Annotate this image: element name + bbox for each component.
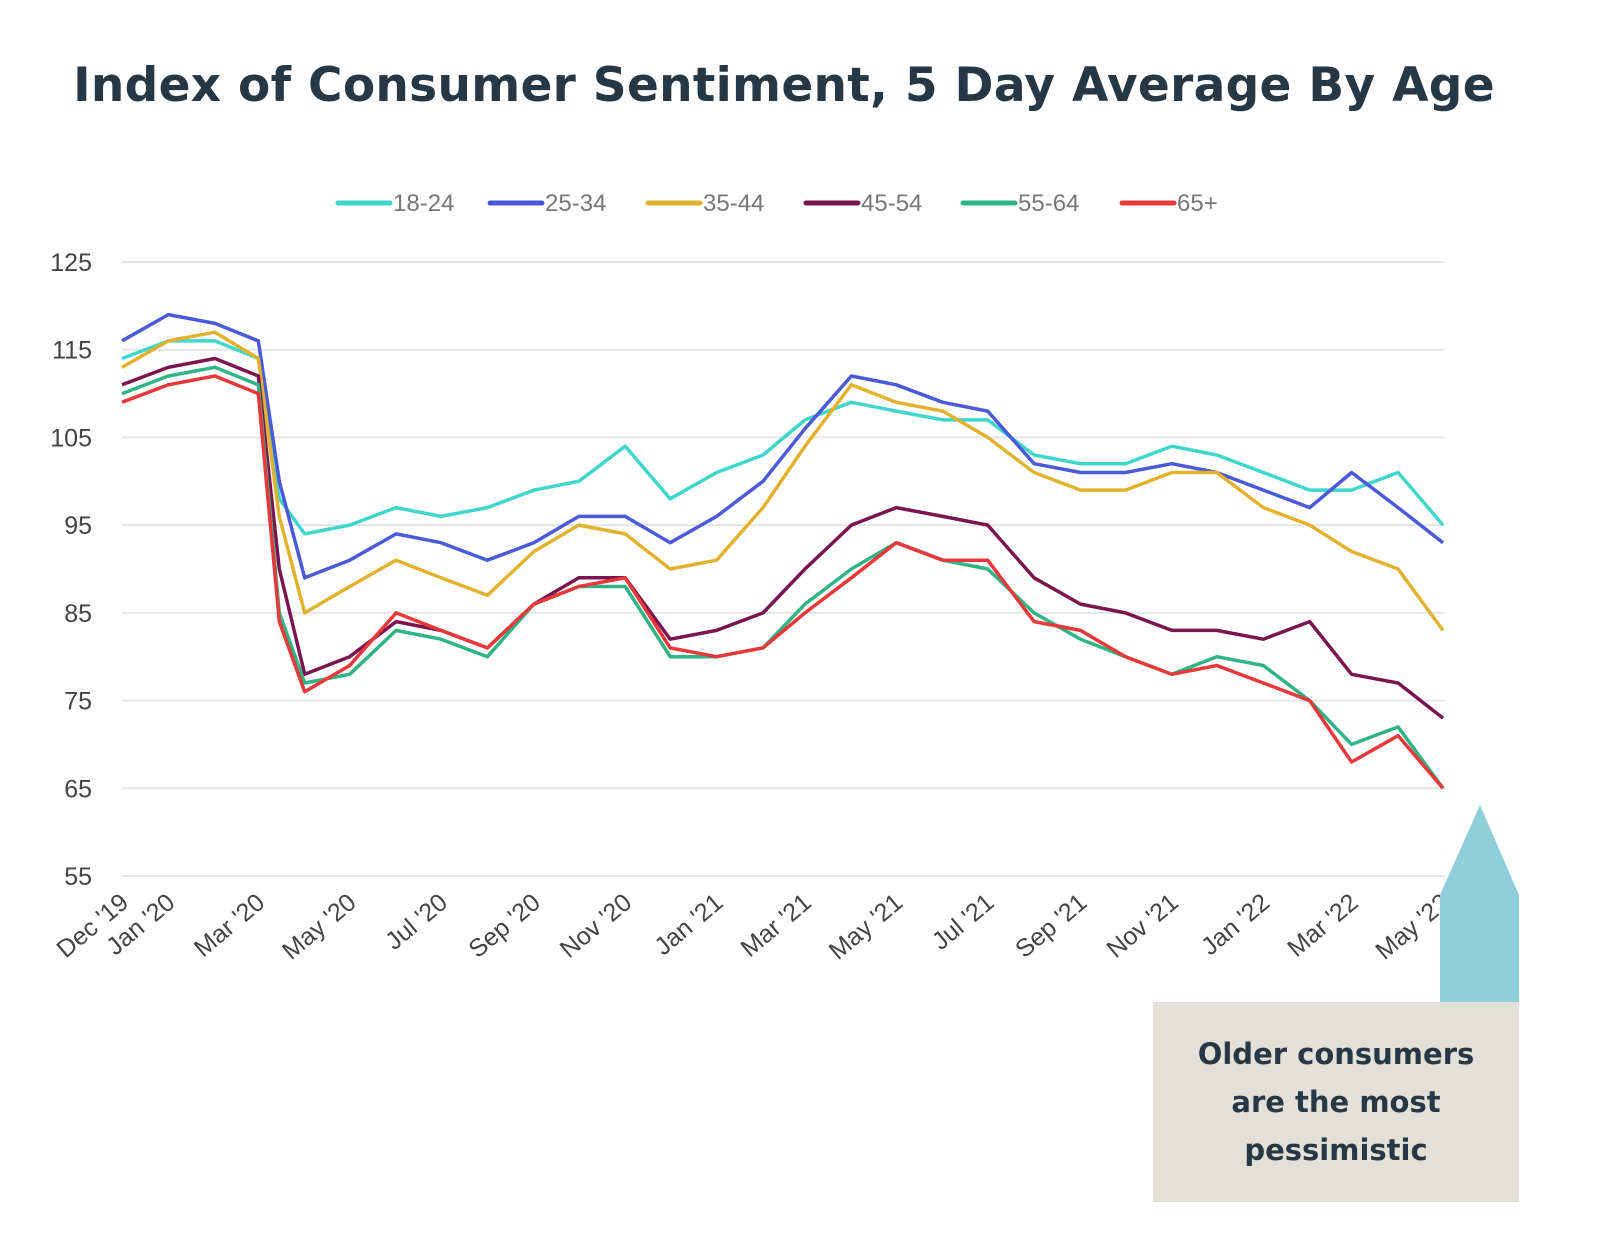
x-tick-label: Nov '21 <box>1101 888 1183 963</box>
annotation-arrow <box>1440 805 1519 1004</box>
y-axis: 125 115 105 95 85 75 65 55 <box>50 249 92 891</box>
series-line-25-34 <box>121 312 1445 580</box>
series-line-18-24 <box>121 339 1445 536</box>
x-tick-label: May '20 <box>277 888 361 965</box>
y-tick-label: 55 <box>64 863 92 891</box>
y-tick-label: 75 <box>64 688 92 716</box>
annotation-text: Older consumers are the most pessimistic <box>1197 1037 1475 1167</box>
series-line-45-54 <box>121 356 1445 720</box>
y-tick-label: 65 <box>64 775 92 803</box>
annotation-box: Older consumers are the most pessimistic <box>1153 1002 1519 1202</box>
x-tick-label: Mar '22 <box>1282 888 1363 963</box>
x-tick-label: Jul '21 <box>927 888 1000 955</box>
legend-label-35-44: 35-44 <box>703 190 764 217</box>
x-tick-label: Sep '21 <box>1010 888 1092 963</box>
y-tick-label: 105 <box>50 424 92 452</box>
y-tick-label: 125 <box>50 249 92 277</box>
legend-label-25-34: 25-34 <box>545 190 606 217</box>
x-tick-label: Mar '21 <box>736 888 817 963</box>
legend-label-45-54: 45-54 <box>861 190 922 217</box>
x-tick-label: Jan '21 <box>649 888 728 961</box>
legend-label-18-24: 18-24 <box>393 190 454 217</box>
x-tick-label: Nov '20 <box>555 888 637 963</box>
x-tick-label: Jan '22 <box>1196 888 1275 961</box>
x-tick-label: Jul '20 <box>380 888 453 955</box>
x-tick-label: Mar '20 <box>189 888 270 963</box>
series-line-55-64 <box>121 365 1445 790</box>
grid <box>122 261 1445 877</box>
series-line-35-44 <box>121 330 1445 632</box>
y-tick-label: 95 <box>64 512 92 540</box>
chart-title: Index of Consumer Sentiment, 5 Day Avera… <box>73 58 1495 113</box>
x-tick-label: May '21 <box>824 888 908 965</box>
series-lines <box>121 312 1445 790</box>
y-tick-label: 115 <box>52 337 92 365</box>
x-tick-label: Sep '20 <box>463 888 545 963</box>
legend-label-55-64: 55-64 <box>1018 190 1079 217</box>
legend: 18-24 25-34 35-44 45-54 55-64 65+ <box>335 190 1218 217</box>
legend-label-65+: 65+ <box>1177 190 1218 217</box>
y-tick-label: 85 <box>64 600 92 628</box>
series-line-65+ <box>121 374 1445 790</box>
